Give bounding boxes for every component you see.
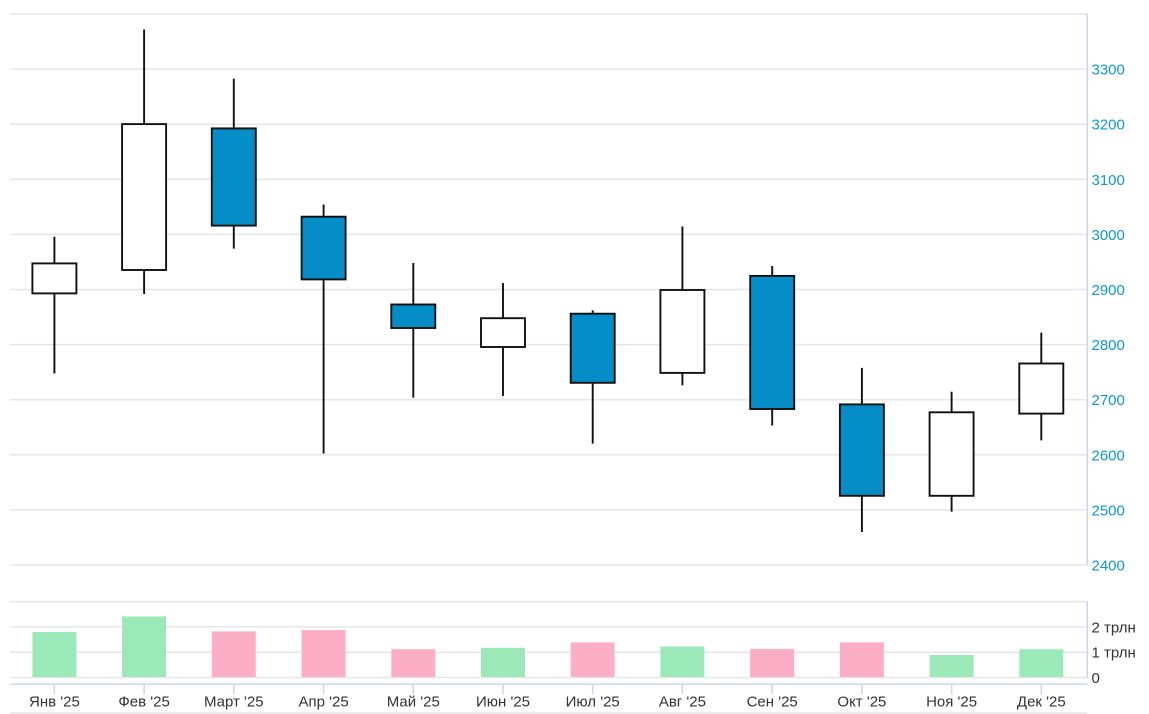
svg-text:2700: 2700 [1092,392,1125,409]
svg-text:Авг '25: Авг '25 [659,694,706,711]
svg-text:3200: 3200 [1092,117,1125,134]
svg-text:2500: 2500 [1092,502,1125,519]
svg-text:Июл '25: Июл '25 [566,694,620,711]
svg-text:2 трлн: 2 трлн [1092,619,1136,636]
svg-text:2900: 2900 [1092,282,1125,299]
svg-text:Окт '25: Окт '25 [837,694,886,711]
svg-text:0: 0 [1092,670,1100,687]
svg-text:Янв '25: Янв '25 [29,694,80,711]
svg-text:Апр '25: Апр '25 [299,694,349,711]
svg-text:3300: 3300 [1092,62,1125,79]
svg-text:Дек '25: Дек '25 [1017,694,1066,711]
svg-text:1 трлн: 1 трлн [1092,645,1136,662]
svg-text:3000: 3000 [1092,227,1125,244]
svg-text:2400: 2400 [1092,558,1125,575]
svg-text:3100: 3100 [1092,172,1125,189]
svg-text:Сен '25: Сен '25 [747,694,798,711]
svg-text:2800: 2800 [1092,337,1125,354]
svg-text:Март '25: Март '25 [204,694,264,711]
svg-text:Май '25: Май '25 [387,694,440,711]
svg-text:2600: 2600 [1092,447,1125,464]
svg-text:Ноя '25: Ноя '25 [926,694,977,711]
svg-text:Фев '25: Фев '25 [118,694,169,711]
svg-text:Июн '25: Июн '25 [476,694,530,711]
